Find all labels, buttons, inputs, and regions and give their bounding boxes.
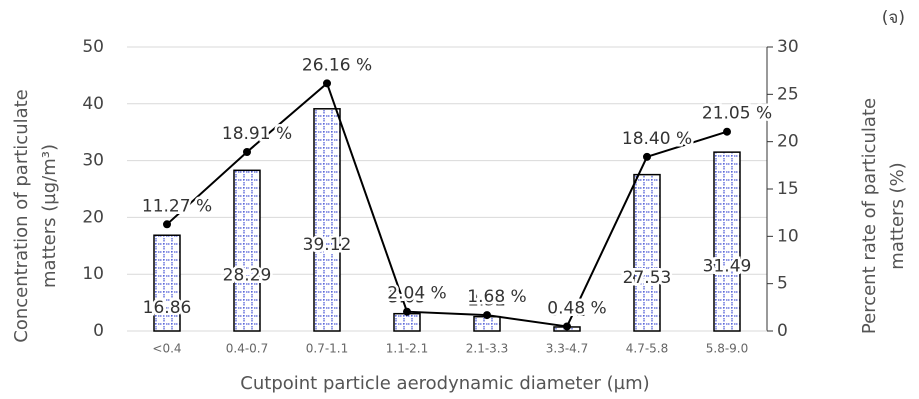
- x-tick-label: 2.1-3.3: [466, 342, 509, 356]
- y-axis-title: Concentration of particulate: [11, 89, 32, 343]
- y2-axis-title: matters (%): [887, 162, 908, 269]
- y-tick-label: 10: [82, 264, 104, 284]
- bar: [634, 175, 660, 331]
- line-value-label: 2.04 %: [387, 284, 446, 304]
- x-tick-label: 0.7-1.1: [306, 342, 349, 356]
- x-tick-label: 4.7-5.8: [626, 342, 669, 356]
- line-point: [403, 308, 411, 316]
- annotation: (จ): [882, 8, 905, 28]
- chart: (จ) Cutpoint particle aerodynamic diamet…: [0, 0, 919, 399]
- bar: [714, 152, 740, 331]
- x-tick-label: 0.4-0.7: [226, 342, 269, 356]
- y2-tick-label: 15: [777, 179, 799, 199]
- x-axis-title: Cutpoint particle aerodynamic diameter (…: [240, 373, 649, 394]
- bar-value-label: 39.12: [303, 235, 352, 255]
- line-point: [483, 311, 491, 319]
- line-value-label: 26.16 %: [302, 55, 372, 75]
- line-value-label: 21.05 %: [702, 104, 772, 124]
- y2-tick-label: 10: [777, 226, 799, 246]
- y-tick-label: 0: [93, 321, 104, 341]
- x-tick-label: 5.8-9.0: [706, 342, 749, 356]
- line-point: [723, 128, 731, 136]
- line-value-label: 11.27 %: [142, 196, 212, 216]
- y2-tick-label: 25: [777, 84, 799, 104]
- bar: [314, 109, 340, 331]
- y2-tick-label: 20: [777, 132, 799, 152]
- line-value-label: 0.48 %: [547, 298, 606, 318]
- y-axis-title: matters (µg/m³): [39, 144, 60, 288]
- x-tick-label: <0.4: [152, 342, 181, 356]
- line-value-label: 18.40 %: [622, 129, 692, 149]
- bar-value-label: 31.49: [703, 257, 752, 277]
- y2-axis-title: Percent rate of particulate: [859, 98, 880, 334]
- y-tick-label: 40: [82, 94, 104, 114]
- line-point: [563, 322, 571, 330]
- y2-tick-label: 0: [777, 321, 788, 341]
- y-tick-label: 50: [82, 37, 104, 57]
- bar-value-label: 28.29: [223, 266, 272, 286]
- line-value-label: 18.91 %: [222, 124, 292, 144]
- line-point: [643, 153, 651, 161]
- y-tick-label: 20: [82, 207, 104, 227]
- bar-value-label: 27.53: [623, 268, 672, 288]
- line-point: [323, 79, 331, 87]
- x-tick-label: 1.1-2.1: [386, 342, 429, 356]
- x-tick-label: 3.3-4.7: [546, 342, 589, 356]
- line-value-label: 1.68 %: [467, 287, 526, 307]
- y-tick-label: 30: [82, 151, 104, 171]
- bar: [234, 170, 260, 331]
- y2-tick-label: 30: [777, 37, 799, 57]
- bar: [394, 314, 420, 331]
- line-point: [163, 220, 171, 228]
- line-point: [243, 148, 251, 156]
- bar-value-label: 16.86: [143, 298, 192, 318]
- y2-tick-label: 5: [777, 274, 788, 294]
